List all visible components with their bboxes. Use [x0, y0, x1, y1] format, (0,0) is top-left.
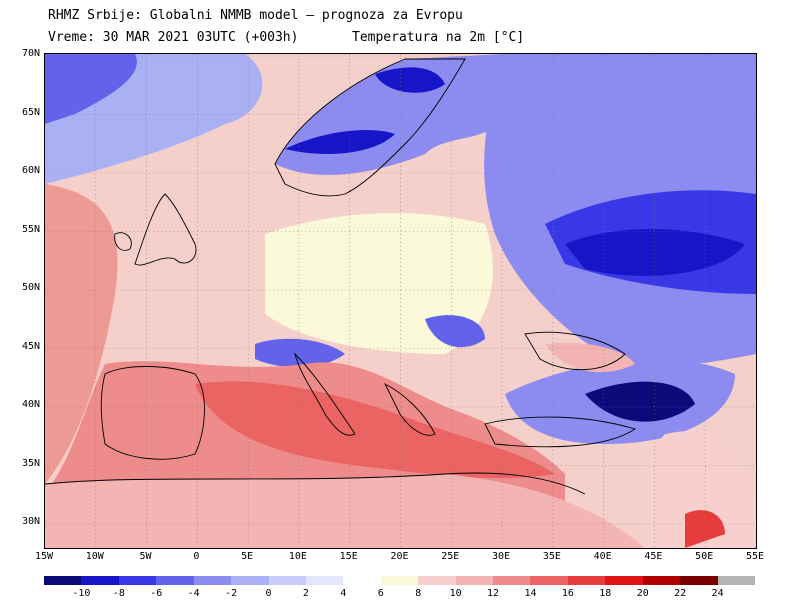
scandinavia-outline [274, 58, 466, 197]
colorbar-label: -10 [72, 588, 91, 599]
colorbar-label: 24 [711, 588, 724, 599]
lat-label: 65N [21, 106, 40, 118]
lon-label: 10E [288, 551, 307, 562]
colorbar-segment [455, 576, 494, 585]
colorbar-label: -4 [187, 588, 200, 599]
colorbar-segment [118, 576, 157, 585]
coastlines [45, 58, 637, 495]
lon-label: 40E [593, 551, 612, 562]
lon-label: 5W [139, 551, 152, 562]
anatolia-outline [484, 416, 637, 448]
black-sea-outline [524, 331, 626, 371]
colorbar-segment [717, 576, 756, 585]
lon-label: 10W [85, 551, 104, 562]
lapland-cold-core [375, 67, 445, 93]
ireland-outline [114, 232, 132, 251]
carpathian-cold [425, 315, 485, 348]
alps-cold [255, 338, 345, 368]
colorbar-segment [380, 576, 419, 585]
persian-gulf-warm [685, 510, 725, 548]
colorbar-label: -8 [112, 588, 125, 599]
colorbar-segment [493, 576, 531, 585]
lat-label: 45N [21, 340, 40, 352]
colorbar-label: 12 [487, 588, 500, 599]
colorbar-segment [418, 576, 457, 585]
colorbar-label: 8 [415, 588, 422, 599]
colorbar-label: -6 [150, 588, 163, 599]
lon-label: 25E [441, 551, 460, 562]
colorbar-segment [530, 576, 569, 585]
graticule [45, 54, 756, 548]
colorbar-label: 10 [449, 588, 462, 599]
russia-cold-core [565, 229, 745, 276]
norway-cold-core [285, 129, 395, 154]
colorbar-label: 14 [524, 588, 537, 599]
colorbar-label: 4 [340, 588, 347, 599]
colorbar-label: 22 [674, 588, 687, 599]
north-africa-warm [45, 474, 645, 548]
mediterranean-sea-warm [195, 381, 555, 479]
colorbar-segment [642, 576, 681, 585]
atlantic-warm-area [45, 184, 118, 484]
colorbar-segment [567, 576, 606, 585]
iberia-outline [100, 366, 205, 460]
lon-label: 30E [492, 551, 511, 562]
lon-label: 45E [644, 551, 663, 562]
colorbar [44, 576, 756, 585]
british-isles-outline [134, 193, 197, 266]
anatolia-cold-core [585, 381, 695, 422]
colorbar-label: -2 [225, 588, 238, 599]
colorbar-segment [193, 576, 232, 585]
lon-label: 0 [193, 551, 200, 562]
lat-label: 35N [21, 457, 40, 469]
valid-time: Vreme: 30 MAR 2021 03UTC (+003h) [48, 30, 299, 45]
italy-outline [294, 352, 356, 436]
colorbar-segment [305, 576, 344, 585]
colorbar-label: 16 [561, 588, 574, 599]
lat-label: 70N [21, 48, 40, 59]
colorbar-segment [156, 576, 195, 585]
lon-label: 5E [241, 551, 254, 562]
lon-label: 15W [34, 551, 54, 562]
north-atlantic-cold-core [45, 54, 137, 124]
colorbar-segment [680, 576, 719, 585]
colorbar-label: 6 [377, 588, 384, 599]
colorbar-label: 0 [265, 588, 272, 599]
colorbar-segment [268, 576, 307, 585]
lat-label: 55N [21, 223, 40, 235]
colorbar-segment [605, 576, 644, 585]
lon-label: 55E [745, 551, 765, 562]
colorbar-label: 2 [302, 588, 309, 599]
north-africa-coast [45, 472, 586, 495]
middle-east-warm [641, 431, 756, 548]
colorbar-label: 18 [599, 588, 612, 599]
colorbar-segment [44, 576, 82, 585]
colorbar-segment [81, 576, 120, 585]
lon-label: 20E [390, 551, 409, 562]
colorbar-label: 20 [636, 588, 649, 599]
colorbar-segment [231, 576, 269, 585]
colorbar-segment [343, 576, 382, 585]
lat-label: 60N [21, 165, 40, 176]
variable-title: Temperatura na 2m [°C] [352, 30, 525, 45]
lat-label: 30N [21, 516, 40, 527]
chart-title: RHMZ Srbije: Globalni NMMB model — progn… [48, 8, 463, 23]
black-sea-warm [545, 342, 635, 373]
lon-label: 35E [542, 551, 561, 562]
balkans-outline [383, 382, 436, 436]
lon-label: 50E [695, 551, 714, 562]
map-canvas [45, 54, 756, 548]
lon-label: 15E [339, 551, 358, 562]
temperature-map [44, 53, 757, 549]
lat-label: 40N [21, 399, 40, 410]
lat-label: 50N [21, 282, 40, 293]
